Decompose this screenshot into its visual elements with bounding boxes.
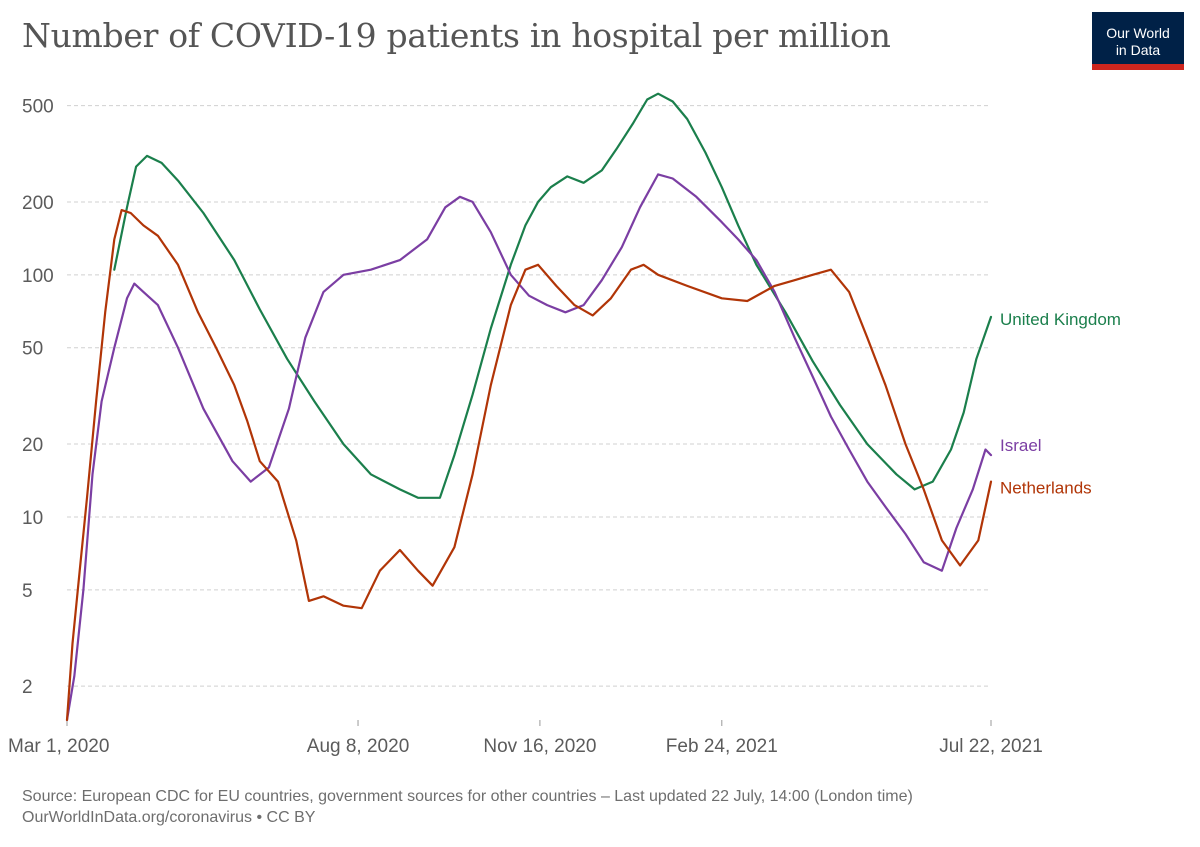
x-tick-label: Jul 22, 2021 bbox=[939, 736, 1043, 757]
series-label-netherlands: Netherlands bbox=[1000, 479, 1092, 498]
line-chart: 2 5 10 20 50 100 200 500 Mar 1, 2020 Aug 8, 2020… bbox=[8, 92, 1121, 757]
x-tick-label: Aug 8, 2020 bbox=[307, 736, 409, 757]
series-labels: United Kingdom Israel Netherlands bbox=[1000, 310, 1121, 498]
x-tick-label: Nov 16, 2020 bbox=[483, 736, 596, 757]
credit-link[interactable]: OurWorldInData.org/coronavirus • CC BY bbox=[22, 809, 316, 826]
gridlines bbox=[67, 105, 991, 687]
source-note: Source: European CDC for EU countries, g… bbox=[22, 788, 913, 805]
series-line-united-kingdom bbox=[113, 92, 993, 499]
y-tick-label: 50 bbox=[22, 339, 43, 360]
y-tick-label: 200 bbox=[22, 193, 54, 214]
y-tick-label: 500 bbox=[22, 97, 54, 118]
logo-line-1: Our World bbox=[1106, 25, 1170, 41]
x-axis: Mar 1, 2020 Aug 8, 2020 Nov 16, 2020 Feb 24… bbox=[8, 720, 1043, 757]
owid-logo[interactable]: Our World in Data bbox=[1092, 12, 1184, 70]
x-tick-label: Mar 1, 2020 bbox=[8, 736, 109, 757]
y-tick-label: 100 bbox=[22, 266, 54, 287]
chart-title: Number of COVID-19 patients in hospital … bbox=[22, 16, 891, 55]
series-line-netherlands bbox=[65, 209, 993, 722]
series-label-israel: Israel bbox=[1000, 436, 1042, 455]
y-tick-label: 2 bbox=[22, 677, 33, 698]
y-tick-label: 20 bbox=[22, 435, 43, 456]
series-line-israel bbox=[65, 173, 993, 722]
logo-line-2: in Data bbox=[1115, 42, 1161, 58]
y-axis: 2 5 10 20 50 100 200 500 bbox=[22, 97, 54, 699]
y-tick-label: 10 bbox=[22, 508, 43, 529]
series-label-united-kingdom: United Kingdom bbox=[1000, 310, 1121, 329]
x-tick-label: Feb 24, 2021 bbox=[666, 736, 778, 757]
chart-footer: Source: European CDC for EU countries, g… bbox=[22, 786, 913, 828]
series-lines bbox=[65, 92, 993, 722]
y-tick-label: 5 bbox=[22, 581, 33, 602]
